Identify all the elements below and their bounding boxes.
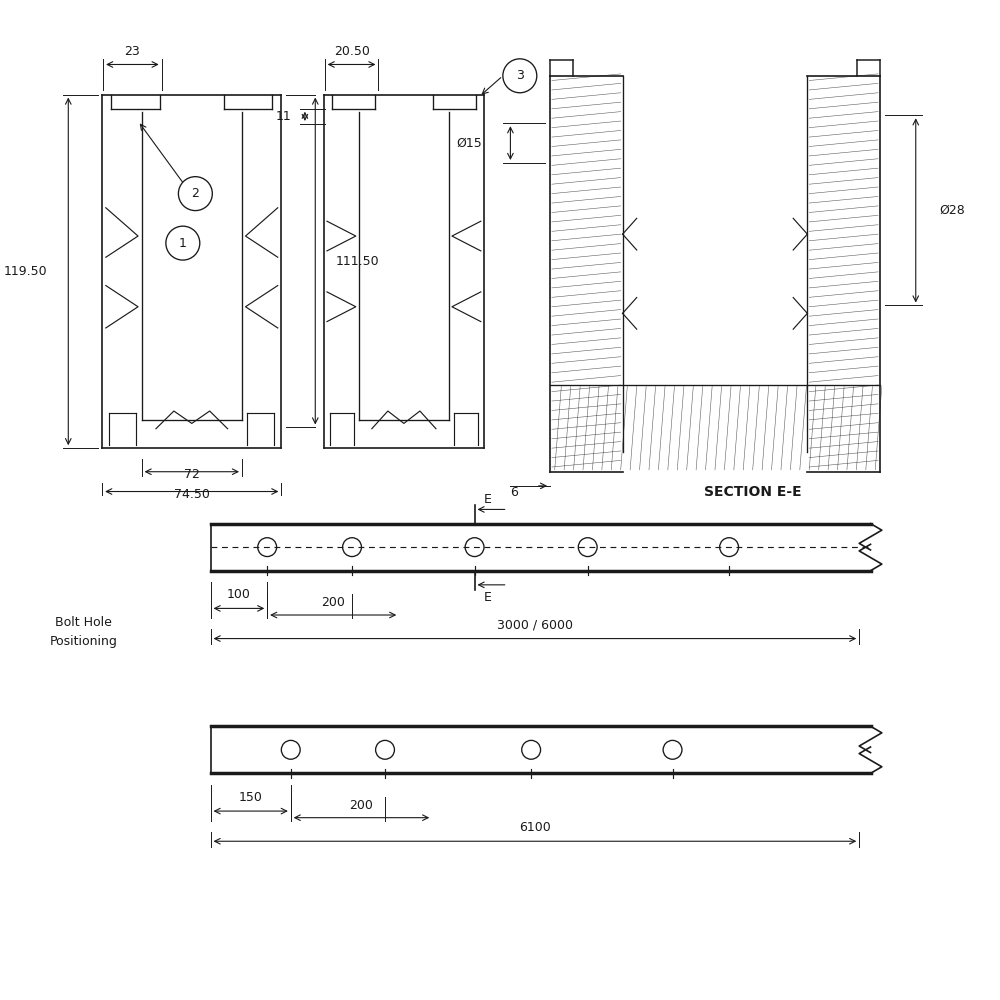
Text: 111.50: 111.50 (336, 255, 380, 268)
Text: E: E (484, 591, 492, 604)
Text: 2: 2 (191, 187, 199, 200)
Text: 23: 23 (125, 45, 140, 58)
Text: 119.50: 119.50 (4, 265, 48, 278)
Text: Ø15: Ø15 (456, 137, 482, 150)
Text: 74.50: 74.50 (174, 488, 210, 501)
Text: 72: 72 (184, 468, 200, 481)
Text: 200: 200 (321, 596, 345, 609)
Text: 11: 11 (276, 110, 292, 123)
Text: Bolt Hole: Bolt Hole (55, 616, 112, 629)
Text: 1: 1 (179, 237, 187, 250)
Text: Positioning: Positioning (49, 635, 117, 648)
Text: E: E (484, 493, 492, 506)
Text: 200: 200 (350, 799, 373, 812)
Text: 6100: 6100 (519, 821, 551, 834)
Text: 150: 150 (239, 791, 263, 804)
Text: 20.50: 20.50 (334, 45, 370, 58)
Text: 6: 6 (510, 486, 518, 499)
Text: 100: 100 (227, 588, 251, 601)
Text: Ø28: Ø28 (939, 204, 965, 217)
Text: 3000 / 6000: 3000 / 6000 (497, 618, 573, 631)
Text: SECTION E-E: SECTION E-E (704, 485, 801, 499)
Text: 3: 3 (516, 69, 524, 82)
